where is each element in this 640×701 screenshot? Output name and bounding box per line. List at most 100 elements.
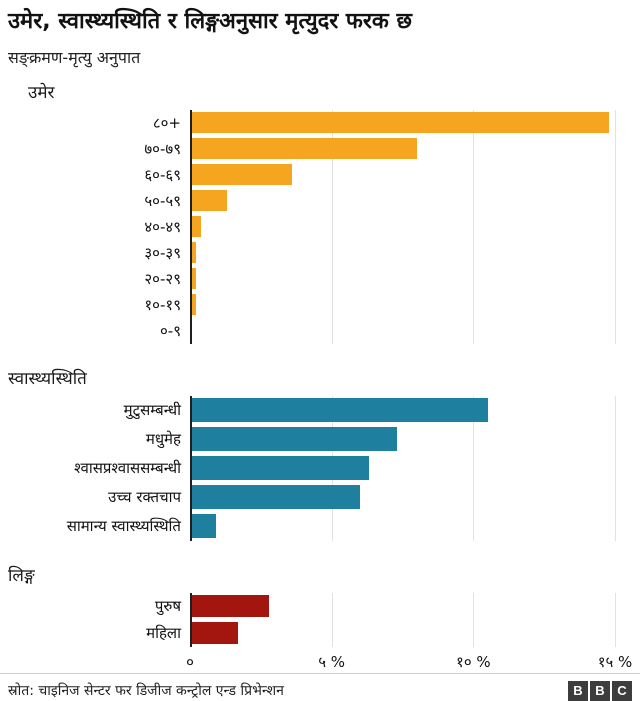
bar-track [190,240,632,266]
bar [190,485,360,510]
bar [190,242,196,264]
bar-label: २०-२९ [144,269,181,288]
bar [190,138,417,160]
grid-layer [190,592,632,647]
chart-group-heading: उमेर [28,82,55,103]
x-axis-ticks: ० ५ % १० % १५ % [186,649,633,673]
bar-label: ६०-६९ [144,165,181,184]
bar-label: ०-९ [159,321,181,340]
bar [190,216,202,238]
footer-divider [0,672,640,674]
grid-layer [190,109,632,344]
bar-track [190,266,632,292]
bar [190,595,270,618]
chart-row: ६०-६९ [0,162,632,188]
bar-track [190,425,632,454]
bar-label: ३०-३९ [144,243,181,262]
bar-track [190,136,632,162]
bar-label: मुटुसम्बन्धी [123,401,181,420]
chart-group-heading: लिङ्ग [8,565,35,586]
footer: स्रोत: चाइनिज सेन्टर फर डिजीज कन्ट्रोल ए… [0,672,640,701]
bar-track [190,396,632,425]
axis-tick: १० % [456,652,491,671]
bar-track [190,454,632,483]
chart-row: सामान्य स्वास्थ्यस्थिति [0,512,632,541]
gridline [331,109,333,344]
bar-label: ७०-७९ [144,139,181,158]
bar-track [190,214,632,240]
bar-track [190,512,632,541]
plot-area: ८०+ ७०-७९ ६०-६९ ५०-५९ ४०-४९ ३०-३९ २०-२९ १०-१९ ०-… [0,109,632,344]
bar [190,456,369,481]
gridline [615,592,616,647]
bar [190,294,196,316]
chart-row: ४०-४९ [0,214,632,240]
chart-section-1: उमेर ८०+ ७०-७९ ६०-६९ ५०-५९ ४०-४९ ३०-३९ २०-२९ १०-… [0,82,640,344]
chart-section-3: लिङ्ग पुरुष महिला [0,565,640,647]
zero-axis-line [190,592,192,647]
page-title: उमेर, स्वास्थ्यस्थिति र लिङ्गअनुसार मृत्… [8,9,412,34]
bar [190,190,227,212]
chart-group-heading: स्वास्थ्यस्थिति [8,368,87,389]
plot-area: पुरुष महिला [0,592,632,647]
chart-row: पुरुष [0,593,632,620]
bar-label: महिला [146,624,181,643]
bar [190,268,196,290]
axis-tick: ५ % [318,652,346,671]
gridline [473,592,475,647]
x-axis-spacer [0,649,190,673]
bar-label: श्वासप्रश्वाससम्बन्धी [74,459,181,478]
bar-track [190,483,632,512]
bar-track [190,292,632,318]
bar-track [190,593,632,620]
chart-row: मधुमेह [0,425,632,454]
bar-label: ५०-५९ [144,191,181,210]
bar-label: पुरुष [154,597,181,616]
chart-row: श्वासप्रश्वाससम्बन्धी [0,454,632,483]
charts-container: उमेर ८०+ ७०-७९ ६०-६९ ५०-५९ ४०-४९ ३०-३९ २०-२९ १०-… [0,68,640,647]
chart-row: ७०-७९ [0,136,632,162]
bar-label: सामान्य स्वास्थ्यस्थिति [66,517,181,536]
chart-row: २०-२९ [0,266,632,292]
chart-row: ०-९ [0,318,632,344]
chart-row: मुटुसम्बन्धी [0,396,632,425]
zero-axis-line [190,395,192,541]
axis-tick: ० [186,652,194,671]
chart-subtitle: सङ्क्रमण-मृत्यु अनुपात [8,47,141,67]
bbc-logo: B B C [568,680,632,701]
chart-section-2: स्वास्थ्यस्थिति मुटुसम्बन्धी मधुमेह श्वासप्… [0,368,640,541]
bar [190,514,216,539]
chart-row: ८०+ [0,110,632,136]
gridline [331,592,333,647]
bar-track [190,162,632,188]
bar-track [190,620,632,647]
bar-label: मधुमेह [145,430,181,449]
source-text: स्रोत: चाइनिज सेन्टर फर डिजीज कन्ट्रोल ए… [8,683,284,700]
bar-label: उच्च रक्तचाप [108,488,181,507]
bbc-logo-letter: B [590,680,610,701]
gridline [473,109,475,344]
bar [190,622,239,645]
gridline [615,395,616,541]
plot-area: मुटुसम्बन्धी मधुमेह श्वासप्रश्वाससम्बन्धी उ… [0,395,632,541]
gridline [615,109,616,344]
chart-row: उच्च रक्तचाप [0,483,632,512]
bar-label: ८०+ [152,113,181,132]
zero-axis-line [190,109,192,344]
bbc-logo-letter: C [612,680,632,701]
axis-tick: १५ % [597,652,633,671]
bar-label: १०-१९ [144,295,181,314]
bar-track [190,188,632,214]
bar-track [190,318,632,344]
chart-row: महिला [0,620,632,647]
gridline [473,395,475,541]
bar [190,112,610,134]
bar [190,427,397,452]
chart-row: १०-१९ [0,292,632,318]
bbc-logo-letter: B [568,680,588,701]
bar-label: ४०-४९ [144,217,181,236]
chart-row: ३०-३९ [0,240,632,266]
footer-row: स्रोत: चाइनिज सेन्टर फर डिजीज कन्ट्रोल ए… [0,674,640,701]
bar [190,164,292,186]
